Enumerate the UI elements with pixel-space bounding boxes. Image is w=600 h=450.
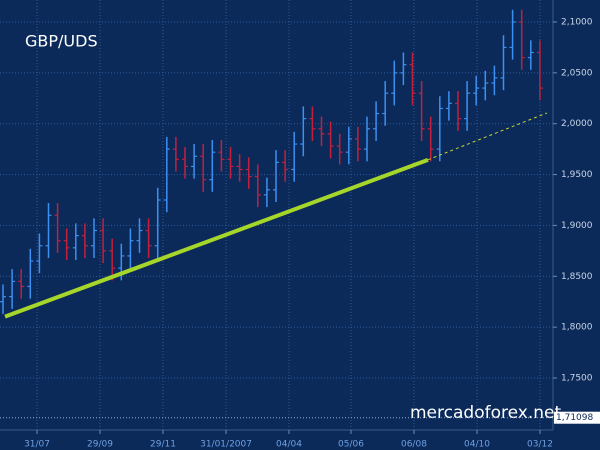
- y-tick-label: 2,1000: [561, 17, 593, 27]
- y-tick-label: 1,9000: [561, 221, 593, 231]
- y-tick-label: 1,8000: [561, 323, 593, 333]
- y-tick-label: 2,0000: [561, 119, 593, 129]
- x-tick-label: 31/07: [24, 440, 50, 450]
- watermark: mercadoforex.net: [410, 403, 561, 423]
- x-tick-label: 06/08: [401, 440, 427, 450]
- x-tick-label: 04/04: [276, 440, 302, 450]
- x-tick-label: 29/09: [87, 440, 113, 450]
- y-tick-label: 2,0500: [561, 68, 593, 78]
- x-tick-label: 04/10: [464, 440, 490, 450]
- x-tick-label: 31/01/2007: [200, 440, 252, 450]
- chart-title: GBP/UDS: [25, 32, 98, 51]
- x-tick-label: 05/06: [338, 440, 364, 450]
- x-tick-label: 29/11: [150, 440, 176, 450]
- y-tick-label: 1,9500: [561, 170, 593, 180]
- last-price-box: [554, 411, 600, 424]
- y-tick-label: 1,7500: [561, 374, 593, 384]
- y-tick-label: 1,8500: [561, 272, 593, 282]
- x-tick-label: 03/12: [527, 440, 553, 450]
- last-price-label: 1,71098: [556, 413, 593, 423]
- trendline: [4, 157, 429, 319]
